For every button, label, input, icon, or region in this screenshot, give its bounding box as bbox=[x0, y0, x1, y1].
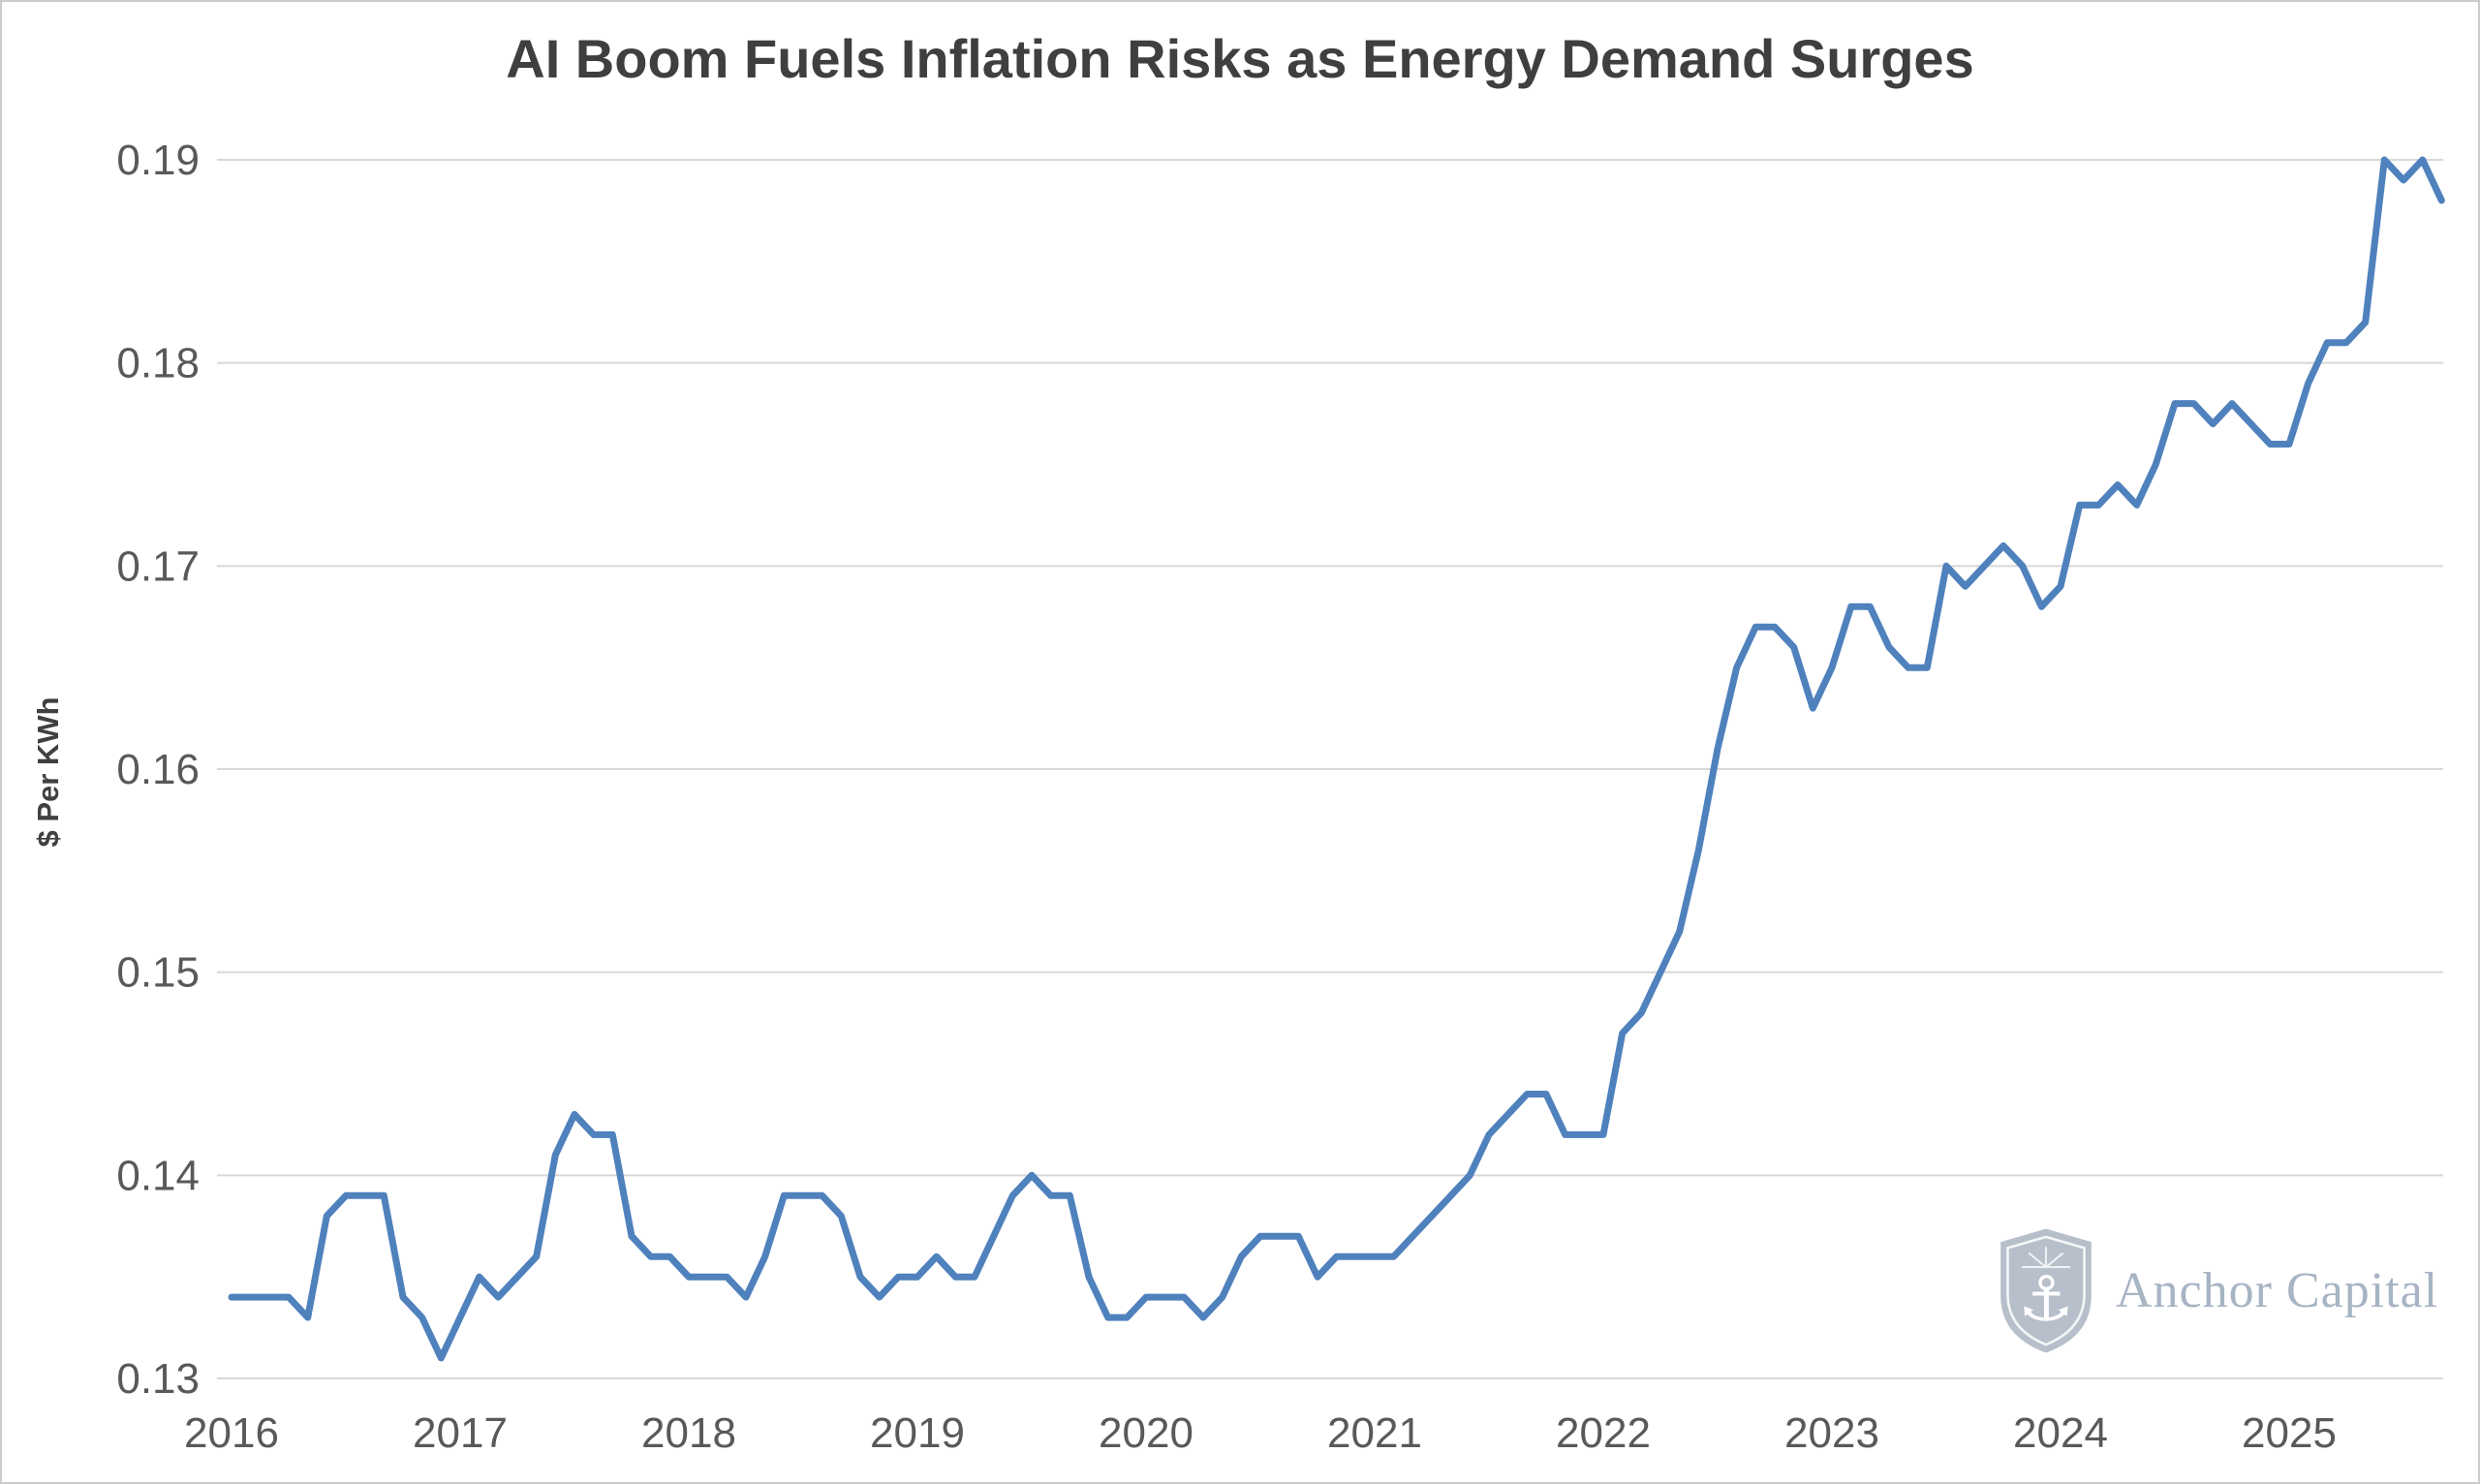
x-tick-label: 2019 bbox=[870, 1409, 965, 1457]
y-tick-label: 0.18 bbox=[116, 340, 200, 387]
data-series-line bbox=[228, 156, 2445, 1362]
y-tick-label: 0.15 bbox=[116, 949, 200, 997]
x-tick-label: 2022 bbox=[1556, 1409, 1651, 1457]
x-tick-label: 2018 bbox=[641, 1409, 736, 1457]
x-tick-label: 2017 bbox=[413, 1409, 508, 1457]
y-tick-label: 0.16 bbox=[116, 746, 200, 793]
logo-text: Anchor Capital bbox=[2116, 1262, 2439, 1318]
y-tick-label: 0.17 bbox=[116, 542, 200, 590]
y-tick-label: 0.19 bbox=[116, 137, 200, 184]
x-tick-label: 2023 bbox=[1784, 1409, 1879, 1457]
anchor-shield-icon: ⚓ bbox=[2000, 1228, 2092, 1353]
y-tick-label: 0.14 bbox=[116, 1152, 200, 1199]
x-tick-label: 2020 bbox=[1099, 1409, 1194, 1457]
svg-text:⚓: ⚓ bbox=[2018, 1263, 2074, 1336]
x-tick-label: 2021 bbox=[1327, 1409, 1422, 1457]
x-tick-label: 2024 bbox=[2013, 1409, 2108, 1457]
anchor-capital-logo: ⚓ Anchor Capital bbox=[1996, 1224, 2438, 1356]
x-tick-label: 2016 bbox=[184, 1409, 279, 1457]
chart-title: AI Boom Fuels Inflation Risks as Energy … bbox=[506, 28, 1974, 89]
x-tick-label: 2025 bbox=[2242, 1409, 2337, 1457]
y-tick-label: 0.13 bbox=[116, 1355, 200, 1403]
